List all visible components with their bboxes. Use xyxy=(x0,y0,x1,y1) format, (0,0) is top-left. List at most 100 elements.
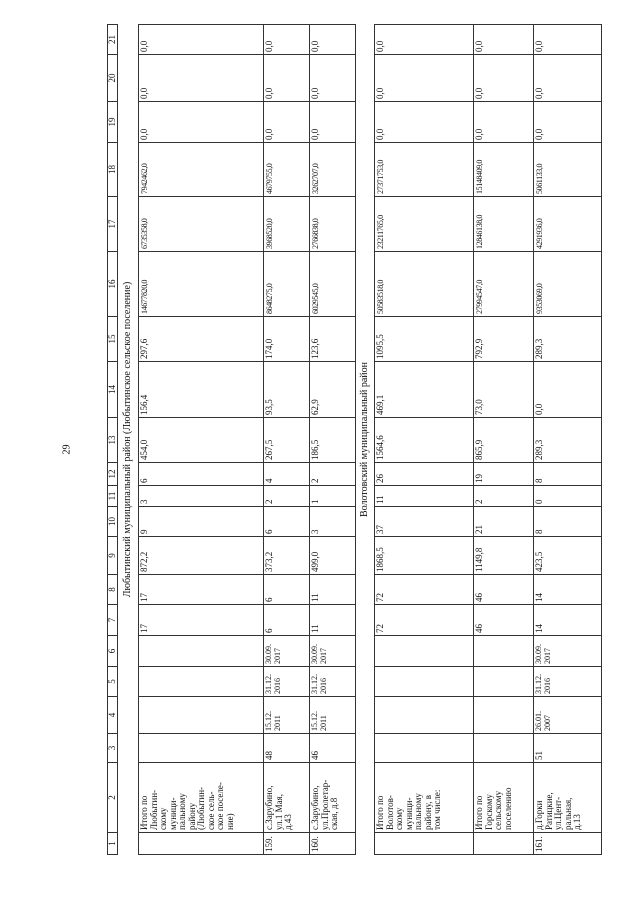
table-cell: 9353069,0 xyxy=(533,251,602,317)
table-cell: 8648275,0 xyxy=(263,251,310,317)
table-cell: 27994547,0 xyxy=(473,251,534,317)
table-cell xyxy=(138,666,264,697)
table-cell: 289,3 xyxy=(533,417,602,463)
section-title: Волотовский муниципальный район xyxy=(355,24,375,855)
column-number: 14 xyxy=(107,361,118,418)
column-number: 8 xyxy=(107,574,118,605)
table-cell: 2 xyxy=(473,485,534,507)
table-cell: 0,0 xyxy=(374,54,474,102)
table-cell: 0,0 xyxy=(309,54,356,102)
table-cell: 0,0 xyxy=(138,24,264,55)
table-cell: 0,0 xyxy=(533,361,602,418)
table-cell: 423,5 xyxy=(533,536,602,575)
table-cell: 46 xyxy=(309,733,356,763)
table-cell: 23211765,0 xyxy=(374,196,474,252)
table-cell: 14 xyxy=(533,574,602,605)
table-row: Итого по Волотов- скому муници- пальному… xyxy=(374,24,474,855)
table-cell: 8 xyxy=(533,506,602,537)
table-cell xyxy=(138,696,264,734)
data-table-rotated: 1 2 3 4 5 6 7 8 9 10 11 12 13 14 15 16 17 18 19 20 21 Любытин… xyxy=(107,24,602,855)
table-cell: 123,6 xyxy=(309,316,356,362)
table-cell: 8 xyxy=(533,462,602,486)
table-row: Итого по Горскому сельскому поселению 46 4… xyxy=(473,24,534,855)
section-title: Любытинский муниципальный район (Любытин… xyxy=(117,24,139,855)
table-cell: 373,2 xyxy=(263,536,310,575)
table-cell xyxy=(374,832,474,855)
table-cell: 6029545,0 xyxy=(309,251,356,317)
table-row: 161. д.Горки Ратицкие, ул.Цент- ральная, … xyxy=(533,24,602,855)
column-number: 12 xyxy=(107,462,118,486)
table-cell xyxy=(374,635,474,667)
table-cell: 3 xyxy=(309,506,356,537)
table-cell xyxy=(473,666,534,697)
column-number: 11 xyxy=(107,485,118,507)
row-name-cell: с.Зарубино, ул.Пролетар- ская, д.8 xyxy=(309,762,356,833)
table-cell: 0,0 xyxy=(473,54,534,102)
table-cell: 17 xyxy=(138,604,264,636)
table-cell: 0,0 xyxy=(263,54,310,102)
row-name-cell: с.Зарубино, ул.1 Мая, д.43 xyxy=(263,762,310,833)
table-cell xyxy=(473,696,534,734)
table-cell: 267,5 xyxy=(263,417,310,463)
table-cell: 0,0 xyxy=(374,24,474,55)
table-cell: 11 xyxy=(309,574,356,605)
table-cell: 0,0 xyxy=(263,101,310,143)
table-cell: 161. xyxy=(533,832,602,855)
table-cell: 160. xyxy=(309,832,356,855)
table-cell xyxy=(374,696,474,734)
table-cell: 14677820,0 xyxy=(138,251,264,317)
section-title-row: Любытинский муниципальный район (Любытин… xyxy=(117,24,139,855)
column-number: 5 xyxy=(107,666,118,697)
table-cell: 11 xyxy=(309,604,356,636)
table-cell: 5061133,0 xyxy=(533,142,602,197)
column-number: 15 xyxy=(107,316,118,362)
table-row: Итого по Любытин- скому муници- пальному… xyxy=(138,24,264,855)
section-title-row: Волотовский муниципальный район xyxy=(355,24,375,855)
table-cell xyxy=(473,635,534,667)
table-cell: 1868,5 xyxy=(374,536,474,575)
table-cell: 0,0 xyxy=(533,24,602,55)
table-cell: 1149,8 xyxy=(473,536,534,575)
table-cell: 454,0 xyxy=(138,417,264,463)
table-cell: 2 xyxy=(263,485,310,507)
table-cell: 499,0 xyxy=(309,536,356,575)
table-cell: 6735358,0 xyxy=(138,196,264,252)
table-cell xyxy=(138,733,264,763)
table-cell: 0,0 xyxy=(533,101,602,143)
table-cell: 31.12. 2016 xyxy=(309,666,356,697)
table-cell: 174,0 xyxy=(263,316,310,362)
table-cell: 3262707,0 xyxy=(309,142,356,197)
table-cell: 4291936,0 xyxy=(533,196,602,252)
table-cell: 0,0 xyxy=(263,24,310,55)
table-cell: 0,0 xyxy=(309,101,356,143)
column-number: 17 xyxy=(107,196,118,252)
table-cell: 872,2 xyxy=(138,536,264,575)
table-cell: 3968520,0 xyxy=(263,196,310,252)
table-cell: 62,9 xyxy=(309,361,356,418)
table-cell: 46 xyxy=(473,574,534,605)
table-cell: 156,4 xyxy=(138,361,264,418)
table-cell: 51 xyxy=(533,733,602,763)
table-cell: 48 xyxy=(263,733,310,763)
table-cell: 0,0 xyxy=(309,24,356,55)
table-cell: 2766838,0 xyxy=(309,196,356,252)
table-cell: 4679755,0 xyxy=(263,142,310,197)
table-row: 159. с.Зарубино, ул.1 Мая, д.43 48 15.12. 2… xyxy=(263,24,310,855)
table-cell: 4 xyxy=(263,462,310,486)
table-cell xyxy=(138,635,264,667)
table-cell: 15.12. 2011 xyxy=(309,696,356,734)
table-cell: 0,0 xyxy=(138,54,264,102)
column-number: 20 xyxy=(107,54,118,102)
column-number: 21 xyxy=(107,24,118,55)
column-number: 6 xyxy=(107,635,118,667)
table-cell: 469,1 xyxy=(374,361,474,418)
column-number: 16 xyxy=(107,251,118,317)
table-cell: 6 xyxy=(263,506,310,537)
table-cell: 289,3 xyxy=(533,316,602,362)
column-number: 1 xyxy=(107,832,118,855)
column-number: 9 xyxy=(107,536,118,575)
column-number-row: 1 2 3 4 5 6 7 8 9 10 11 12 13 14 15 16 17 18 19 20 21 xyxy=(107,24,118,855)
table-cell xyxy=(374,666,474,697)
table-cell xyxy=(374,733,474,763)
table-cell: 7942462,0 xyxy=(138,142,264,197)
